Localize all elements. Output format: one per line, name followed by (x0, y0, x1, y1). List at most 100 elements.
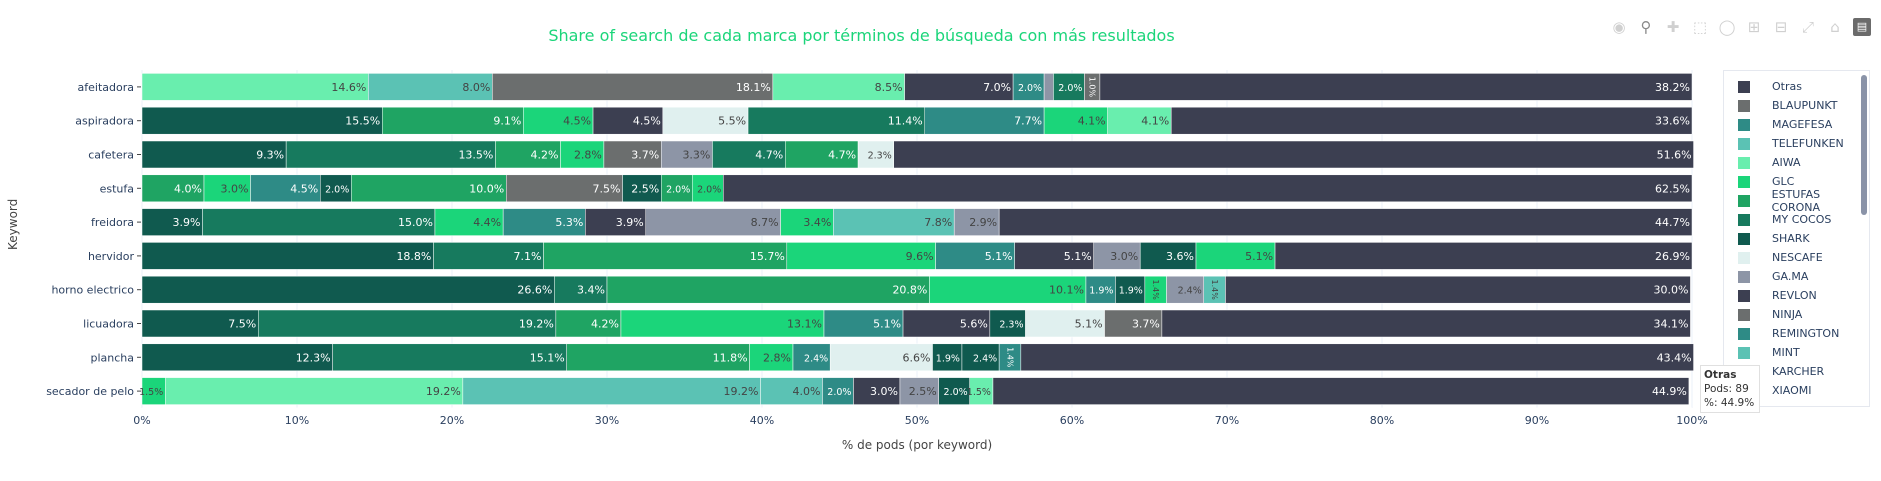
data-label: 7.8% (924, 216, 952, 229)
bar-segment (772, 73, 905, 101)
y-tick-label: licuadora (83, 318, 134, 331)
data-label: 13.1% (787, 318, 822, 331)
zoom-out-icon[interactable]: ⊟ (1774, 18, 1788, 36)
bar-segment (1012, 73, 1045, 101)
y-tick-label: afeitadora (78, 81, 134, 94)
bar-segment (495, 140, 561, 169)
legend-swatch (1738, 327, 1750, 340)
data-label: 5.5% (718, 115, 746, 128)
bar-segment (492, 73, 774, 101)
data-label: 9.1% (493, 115, 521, 128)
data-label: 62.5% (1655, 182, 1690, 195)
legend-item[interactable]: MINT (1724, 343, 1869, 362)
data-label: 15.5% (345, 115, 380, 128)
bar-segment (555, 309, 622, 338)
bar-segment (1274, 242, 1693, 270)
data-label: 5.1% (873, 318, 901, 331)
legend-swatch (1738, 232, 1750, 245)
data-label: 3.7% (631, 149, 659, 162)
data-label: 2.0% (1058, 83, 1082, 94)
data-label: 5.6% (960, 318, 988, 331)
bar-segment (857, 140, 894, 169)
data-label: 2.0% (666, 184, 690, 195)
autoscale-icon[interactable]: ⤢ (1801, 18, 1814, 36)
legend-item[interactable]: ESTUFAS CORONA (1724, 188, 1869, 214)
legend-item[interactable]: SHARK (1724, 229, 1869, 248)
bar-segment (141, 208, 203, 236)
legend-scrollbar[interactable] (1861, 75, 1867, 215)
legend-label: TELEFUNKEN (1772, 137, 1844, 150)
legend-label: GA.MA (1772, 270, 1809, 283)
y-tick-label: estufa (100, 182, 134, 195)
legend-item[interactable]: NESCAFE (1724, 248, 1869, 267)
chart-title: Share of search de cada marca por términ… (548, 26, 1175, 45)
data-label: 43.4% (1657, 351, 1692, 364)
zoom-icon[interactable]: ⚲ (1640, 18, 1652, 36)
legend-item[interactable]: BLAUPUNKT (1724, 96, 1869, 115)
data-label: 5.1% (1064, 250, 1092, 263)
data-label: 15.1% (530, 351, 565, 364)
reset-axes-icon[interactable]: ⌂ (1830, 18, 1840, 36)
lasso-icon[interactable]: ◯ (1718, 18, 1736, 36)
bar-segment (1139, 242, 1197, 270)
bar-segment (434, 208, 504, 236)
x-tick-label: 90% (1525, 414, 1549, 427)
bar-segment (893, 140, 1694, 169)
data-label: 4.5% (290, 182, 318, 195)
data-label: 2.0% (827, 387, 851, 398)
data-label: 4.5% (563, 115, 591, 128)
bar-segment (141, 242, 434, 270)
legend-item[interactable]: TELEFUNKEN (1724, 134, 1869, 153)
data-label: 30.0% (1653, 284, 1688, 297)
bar-segment (141, 140, 287, 169)
bar-segment (712, 140, 786, 169)
data-label: 2.4% (804, 353, 828, 364)
legend-label: GLC (1772, 175, 1795, 188)
bar-segment (141, 343, 333, 372)
bar-segment (645, 208, 781, 236)
legend-item[interactable]: MY COCOS (1724, 210, 1869, 229)
legend-swatch (1738, 213, 1750, 226)
legend-item[interactable]: GLC (1724, 172, 1869, 191)
data-label: 2.8% (574, 149, 602, 162)
data-label: 2.0% (944, 387, 968, 398)
legend-label: ESTUFAS CORONA (1771, 187, 1821, 214)
bar-segment (961, 343, 1000, 372)
legend-item[interactable]: REMINGTON (1724, 324, 1869, 343)
data-label: 8.5% (875, 81, 903, 94)
data-label: 5.1% (1075, 318, 1103, 331)
zoom-in-icon[interactable]: ⊞ (1747, 18, 1761, 36)
hover-tooltip: Otras Pods: 89 %: 44.9% (1700, 365, 1760, 413)
data-label: 3.6% (1166, 250, 1194, 263)
bar-segment (1107, 106, 1172, 135)
bar-segment (1161, 309, 1691, 338)
legend-item[interactable]: AIWA (1724, 153, 1869, 172)
pan-icon[interactable]: ✚ (1666, 18, 1680, 36)
legend-item[interactable]: REVLON (1724, 286, 1869, 305)
legend-item[interactable]: MAGEFESA (1724, 115, 1869, 134)
plotly-logo-icon[interactable]: ▤ (1853, 18, 1871, 36)
camera-icon[interactable]: ◉ (1612, 18, 1626, 36)
data-label: 3.0% (221, 182, 249, 195)
legend-item[interactable]: NINJA (1724, 305, 1869, 324)
data-label: 33.6% (1655, 115, 1690, 128)
legend-label: NESCAFE (1772, 251, 1823, 264)
data-label: 4.7% (828, 149, 856, 162)
data-label: 18.8% (396, 250, 431, 263)
x-tick-label: 40% (750, 414, 774, 427)
bar-segment (1104, 309, 1163, 338)
data-label: 2.3% (999, 320, 1023, 331)
bar-chart: 0% 10% 20% 30% 40% 50% 60% 70% 80% 90% 100% afeitad… (46, 70, 1708, 427)
data-label: 34.1% (1653, 318, 1688, 331)
legend-item[interactable]: GA.MA (1724, 267, 1869, 286)
box-select-icon[interactable]: ⬚ (1692, 18, 1708, 36)
y-tick-label: horno electrico (51, 284, 134, 297)
legend-label: AIWA (1772, 156, 1801, 169)
data-label: 26.6% (517, 284, 552, 297)
data-label: 10.0% (469, 182, 504, 195)
bar-segment (1115, 275, 1146, 304)
data-label: 5.1% (1245, 250, 1273, 263)
data-label: 2.5% (631, 182, 659, 195)
legend-item[interactable]: Otras (1724, 77, 1869, 96)
